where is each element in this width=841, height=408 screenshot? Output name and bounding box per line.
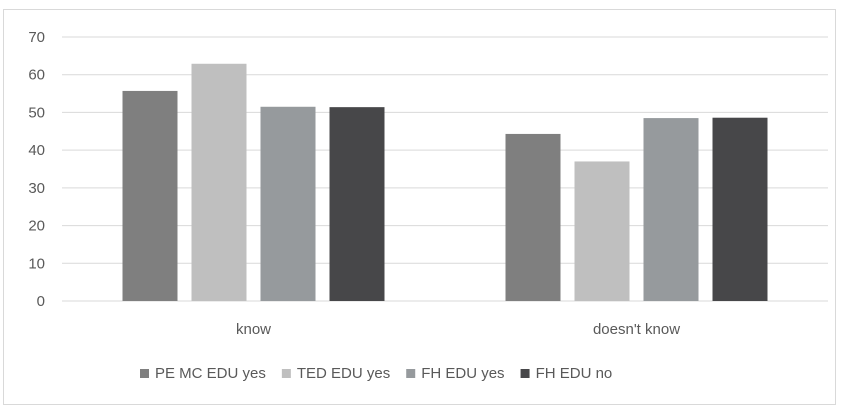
y-tick-label: 60 <box>28 67 45 84</box>
gridlines <box>62 36 828 302</box>
legend-swatch <box>520 369 530 378</box>
x-category-label: know <box>236 321 271 338</box>
bars <box>122 63 768 302</box>
bar-fh-edu-no-1 <box>712 117 768 301</box>
y-tick-label: 30 <box>28 180 45 197</box>
legend-swatch <box>281 369 291 378</box>
bar-fh-edu-no-0 <box>329 107 385 301</box>
legend-label: TED EDU yes <box>297 365 390 382</box>
bar-ted-edu-yes-1 <box>574 161 630 301</box>
legend: PE MC EDU yes TED EDU yes FH EDU yes FH EDU… <box>140 365 612 382</box>
x-axis-categories: know doesn't know <box>236 321 680 338</box>
x-category-label: doesn't know <box>593 321 680 338</box>
legend-swatch <box>406 369 416 378</box>
bar-pe-mc-edu-yes-0 <box>122 90 178 301</box>
bar-pe-mc-edu-yes-1 <box>505 133 561 301</box>
bar-ted-edu-yes-0 <box>191 63 247 301</box>
y-tick-label: 10 <box>28 255 45 272</box>
y-tick-label: 40 <box>28 142 45 159</box>
y-axis-ticks: 0 10 20 30 40 50 60 70 <box>28 29 45 310</box>
y-tick-label: 50 <box>28 104 45 121</box>
y-tick-label: 20 <box>28 218 45 235</box>
y-tick-label: 70 <box>28 29 45 46</box>
y-tick-label: 0 <box>37 293 45 310</box>
legend-swatch <box>140 369 149 378</box>
legend-label: FH EDU yes <box>421 365 504 382</box>
bar-fh-edu-yes-0 <box>260 106 316 302</box>
legend-label: FH EDU no <box>536 365 613 382</box>
bar-fh-edu-yes-1 <box>643 118 699 301</box>
legend-label: PE MC EDU yes <box>155 365 266 382</box>
